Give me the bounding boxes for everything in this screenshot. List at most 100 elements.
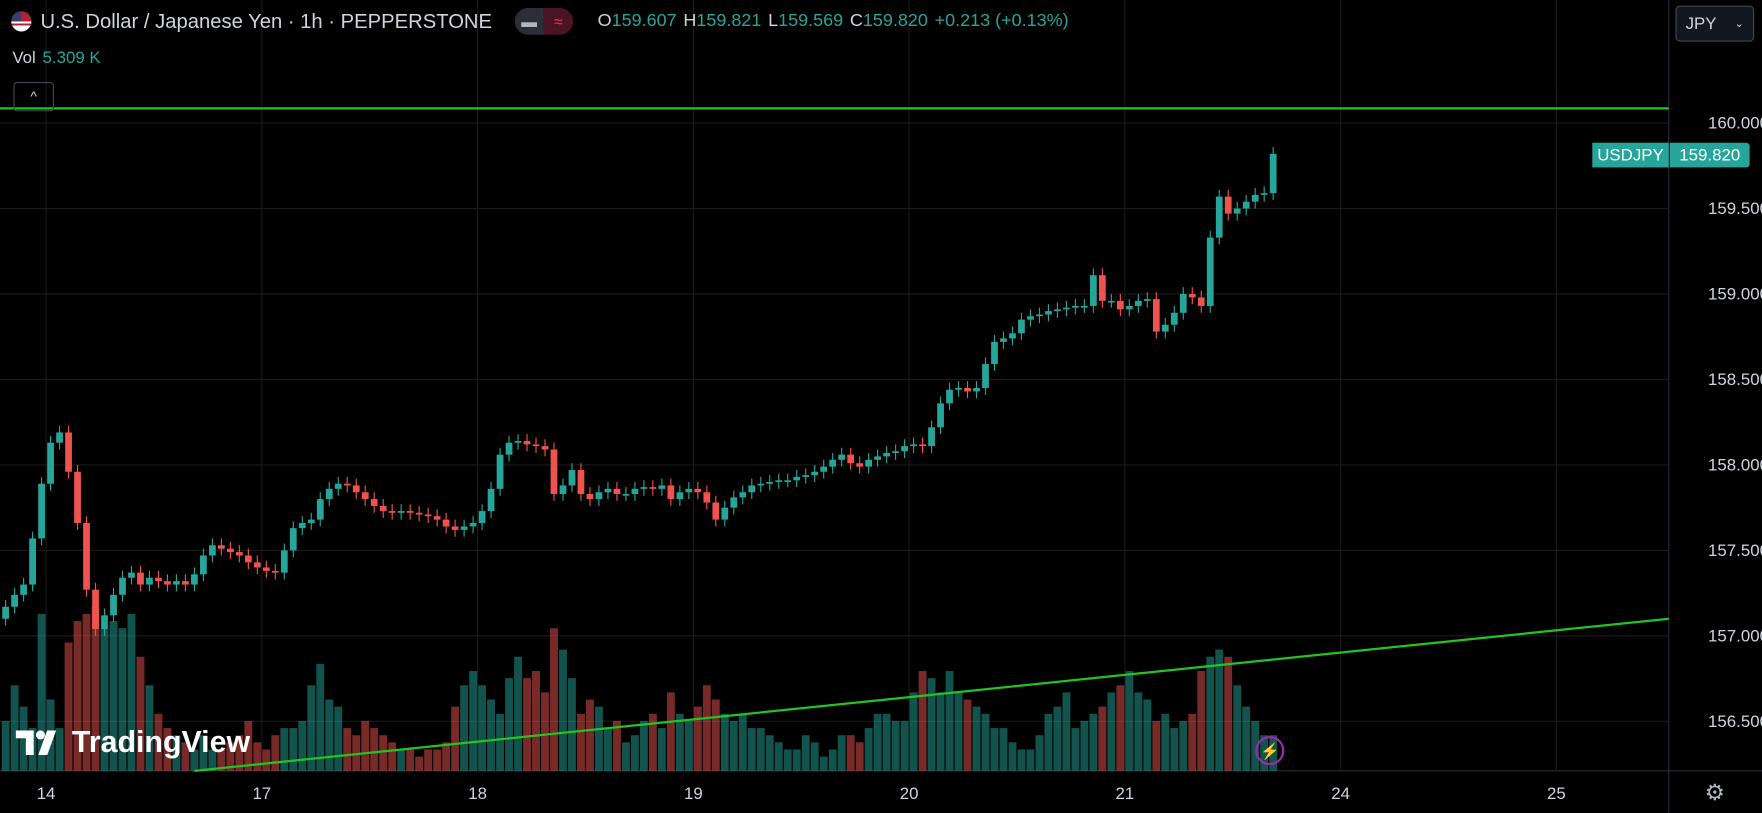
candle-body [101, 615, 108, 630]
volume-bar [469, 671, 478, 771]
volume-bar [37, 613, 46, 771]
candle-body [1009, 333, 1016, 339]
volume-bar [981, 713, 990, 771]
candle-body [676, 492, 684, 500]
candle-body [514, 440, 522, 443]
x-tick-label: 24 [1331, 784, 1350, 803]
volume-bar [460, 685, 469, 771]
volume-bar [1179, 720, 1188, 771]
minus-icon[interactable]: ▬ [514, 7, 544, 35]
volume-bar [675, 713, 684, 771]
collapse-legend-button[interactable]: ^ [13, 82, 54, 112]
volume-bar [388, 742, 397, 771]
volume-bar [577, 713, 585, 771]
candle-body [119, 577, 126, 595]
volume-bar [846, 735, 855, 771]
volume-bar [307, 685, 316, 771]
volume-bar [136, 656, 145, 771]
volume-bar [505, 678, 513, 771]
volume-bar [963, 699, 972, 771]
candle-body [424, 514, 432, 517]
candle-body [415, 512, 423, 515]
settings-icon[interactable]: ⚙ [1704, 780, 1725, 806]
volume-bar [918, 671, 927, 771]
volume-bar [756, 728, 765, 771]
y-tick-label: 159.000 [1708, 285, 1762, 304]
volume-bar [325, 699, 334, 771]
lightning-icon[interactable]: ⚡ [1255, 736, 1285, 766]
volume-bar [720, 713, 729, 771]
candle-body [1072, 305, 1079, 308]
approx-icon[interactable]: ≈ [543, 7, 573, 35]
candle-body [469, 523, 477, 527]
volume-bar [666, 692, 675, 771]
candle-body [182, 581, 189, 585]
volume-bar [352, 735, 361, 771]
volume-bar [91, 606, 100, 771]
candle-body [1269, 153, 1277, 194]
volume-bar [1188, 713, 1197, 771]
open-label: O [597, 11, 612, 31]
logo-text: TradingView [71, 724, 251, 759]
volume-bar [1026, 749, 1035, 771]
currency-value: JPY [1685, 14, 1717, 34]
candle-body [244, 555, 252, 563]
y-tick-label: 160.000 [1708, 114, 1762, 133]
candle-body [1054, 309, 1061, 312]
volume-bar [657, 728, 666, 771]
volume-bar [630, 735, 639, 771]
y-tick-label: 157.500 [1708, 541, 1762, 560]
candle-body [343, 483, 351, 486]
volume-bar [406, 749, 415, 771]
open-value: 159.607 [611, 11, 677, 31]
candle-body [253, 562, 261, 568]
currency-select[interactable]: JPY ⌄ [1675, 5, 1755, 42]
tradingview-logo[interactable]: TradingView [15, 724, 251, 760]
candle-body [622, 493, 630, 496]
volume-bar [639, 720, 648, 771]
volume-bar [217, 749, 226, 771]
candle-body [613, 488, 621, 494]
candle-body [568, 470, 576, 486]
legend-header: U.S. Dollar / Japanese Yen · 1h · PEPPER… [11, 7, 1069, 35]
candle-body [1018, 319, 1025, 334]
volume-bar [559, 649, 567, 771]
volume-bar [334, 706, 343, 771]
indicator-toggles: ▬ ≈ [514, 7, 573, 35]
candle-body [829, 459, 837, 467]
candle-body [937, 403, 944, 428]
candle-body [325, 488, 333, 500]
candle-body [29, 538, 36, 585]
volume-bar [693, 706, 702, 771]
candle-body [784, 480, 792, 482]
candle-body [802, 475, 810, 477]
candle-body [487, 488, 495, 512]
symbol-title[interactable]: U.S. Dollar / Japanese Yen · 1h · PEPPER… [40, 9, 493, 33]
candle-body [379, 505, 387, 512]
candle-body [155, 577, 162, 582]
volume-bar [163, 728, 172, 771]
us-flag-icon [11, 11, 32, 32]
volume-bar [972, 706, 981, 771]
candle-body [496, 454, 504, 489]
candle-body [74, 471, 81, 524]
y-tick-label: 158.000 [1708, 456, 1762, 475]
volume-bar [684, 720, 693, 771]
volume-bar [532, 671, 540, 771]
volume-bar [882, 713, 891, 771]
volume-bar [595, 706, 603, 771]
candle-body [505, 442, 513, 455]
volume-bar [648, 713, 657, 771]
y-tick-label: 158.500 [1708, 370, 1762, 389]
candle-body [209, 545, 216, 556]
candle-body [352, 485, 360, 493]
candle-body [1188, 293, 1196, 298]
volume-bar [451, 706, 460, 771]
volume-bar [873, 713, 882, 771]
volume-bar [172, 735, 181, 771]
candle-body [892, 451, 899, 453]
candle-body [1260, 193, 1268, 195]
volume-bar [433, 749, 442, 771]
